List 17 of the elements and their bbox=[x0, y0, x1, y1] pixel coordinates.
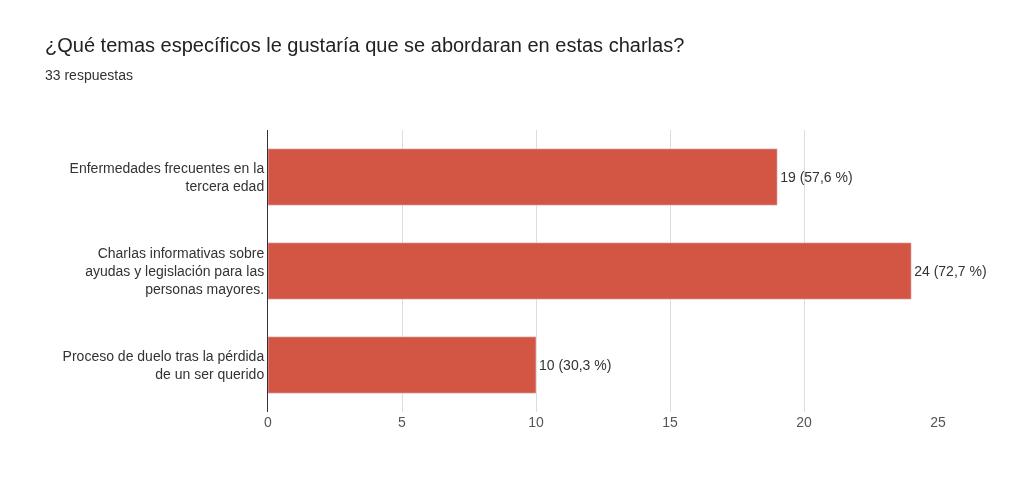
data-label: 10 (30,3 %) bbox=[539, 357, 612, 373]
bar bbox=[268, 336, 537, 394]
bar bbox=[268, 242, 912, 300]
x-tick-label: 0 bbox=[264, 414, 273, 430]
bar bbox=[268, 148, 778, 206]
chart-title: ¿Qué temas específicos le gustaría que se abordaran en estas charlas? bbox=[45, 34, 685, 56]
y-tick-label: Proceso de duelo tras la pérdida de un ser querido bbox=[62, 347, 265, 382]
text: 33 respuestas bbox=[45, 67, 133, 83]
x-tick-label: 25 bbox=[930, 414, 946, 430]
data-label: 19 (57,6 %) bbox=[780, 169, 853, 185]
x-tick-label: 5 bbox=[398, 414, 407, 430]
x-tick-label: 20 bbox=[796, 414, 812, 430]
data-label: 24 (72,7 %) bbox=[914, 263, 987, 279]
x-tick-label: 15 bbox=[662, 414, 678, 430]
y-tick-label: Charlas informativas sobre ayudas y legislación para las personas mayores. bbox=[85, 244, 265, 298]
x-tick-label: 10 bbox=[528, 414, 544, 430]
y-tick-label: Enfermedades frecuentes en la tercera edad bbox=[69, 159, 265, 194]
